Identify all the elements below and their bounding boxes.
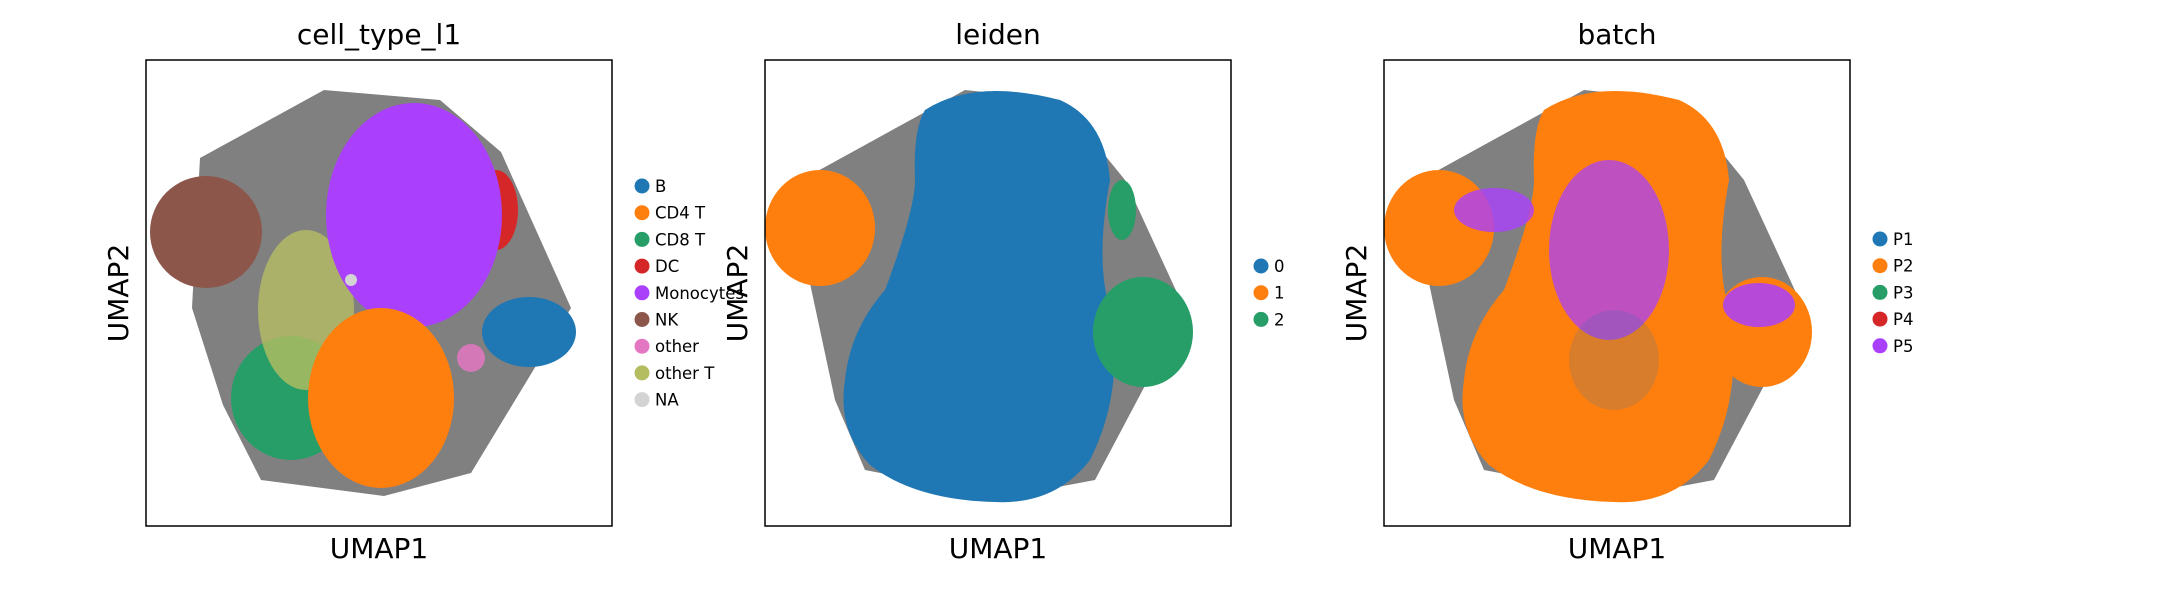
legend-marker [634, 365, 650, 381]
panel-3-xlabel: UMAP1 [1568, 532, 1667, 565]
legend-marker [634, 392, 650, 408]
legend-label: P3 [1893, 283, 1913, 302]
cluster-2-small [1108, 180, 1136, 240]
legend-marker [634, 258, 650, 274]
panel-1-legend: B CD4 T CD8 T DC Monocytes NK other other T NA [634, 177, 744, 410]
legend-marker [1253, 311, 1269, 327]
panel-1-plot-area [150, 90, 576, 496]
legend-label: other [655, 337, 699, 356]
legend-marker [1872, 284, 1888, 300]
legend-marker [1872, 338, 1888, 354]
panel-3-title: batch [1577, 18, 1656, 51]
legend-item: P2 [1872, 257, 1913, 276]
legend-item: P4 [1872, 310, 1913, 329]
legend-item: 0 [1253, 257, 1285, 276]
cluster-0 [843, 91, 1115, 503]
panel-1-ylabel: UMAP2 [102, 244, 135, 343]
panel-1-frame [145, 59, 613, 527]
legend-item: NA [634, 391, 679, 410]
legend-marker [1253, 258, 1269, 274]
legend-label: 0 [1274, 257, 1285, 276]
legend-marker [634, 338, 650, 354]
legend-marker [634, 205, 650, 221]
panel-2-legend: 0 1 2 [1253, 257, 1285, 329]
legend-label: CD8 T [655, 230, 706, 249]
legend-item: 2 [1253, 310, 1285, 329]
legend-item: other [634, 337, 699, 356]
legend-label: Monocytes [655, 284, 744, 303]
panel-3-frame [1383, 59, 1851, 527]
legend-item: CD4 T [634, 204, 706, 223]
panel-3-ylabel: UMAP2 [1340, 244, 1373, 343]
panel-leiden: leiden UMAP1 UMAP2 0 1 2 [721, 18, 1285, 565]
cluster-cd4-t [308, 308, 454, 488]
legend-marker [1872, 258, 1888, 274]
legend-label: CD4 T [655, 204, 706, 223]
legend-item: P5 [1872, 337, 1913, 356]
legend-marker [1253, 285, 1269, 301]
panel-2-plot-area [765, 90, 1193, 503]
legend-item: B [634, 177, 666, 196]
legend-label: DC [655, 257, 679, 276]
cluster-1 [765, 170, 875, 286]
legend-item: 1 [1253, 284, 1285, 303]
panel-1-title: cell_type_l1 [297, 18, 461, 51]
legend-label: other T [655, 364, 715, 383]
legend-item: P3 [1872, 283, 1913, 302]
panel-1-xlabel: UMAP1 [330, 532, 429, 565]
legend-label: 1 [1274, 284, 1285, 303]
panel-2-frame [764, 59, 1232, 527]
batch-p1-points [1569, 310, 1659, 410]
cluster-other [457, 344, 485, 372]
cluster-monocytes [326, 103, 502, 327]
batch-p5-points [1549, 160, 1669, 340]
panel-3-plot-area [1384, 90, 1812, 503]
legend-item: DC [634, 257, 679, 276]
cluster-nk [150, 176, 262, 288]
legend-marker [634, 231, 650, 247]
legend-item: NK [634, 311, 679, 330]
legend-label: P1 [1893, 230, 1913, 249]
legend-label: NK [655, 311, 679, 330]
legend-marker [634, 312, 650, 327]
legend-marker [634, 285, 650, 301]
legend-marker [634, 178, 650, 194]
legend-item: CD8 T [634, 230, 706, 249]
legend-item: other T [634, 364, 715, 383]
legend-label: NA [655, 391, 679, 410]
legend-marker [1872, 231, 1888, 247]
panel-cell-type: cell_type_l1 UMAP1 UMAP2 B CD4 T CD8 T DC Mo… [102, 18, 744, 565]
panel-batch: batch UMAP1 UMAP2 P1 P2 P3 P4 P5 [1340, 18, 1913, 565]
legend-marker [1872, 311, 1888, 327]
batch-p5-points [1454, 188, 1534, 232]
panel-2-xlabel: UMAP1 [949, 532, 1048, 565]
panel-2-ylabel: UMAP2 [721, 244, 754, 343]
panel-2-title: leiden [955, 18, 1041, 51]
panel-3-legend: P1 P2 P3 P4 P5 [1872, 230, 1913, 356]
legend-label: P5 [1893, 337, 1913, 356]
legend-item: P1 [1872, 230, 1913, 249]
legend-label: 2 [1274, 310, 1285, 329]
legend-label: B [655, 177, 666, 196]
legend-label: P2 [1893, 257, 1913, 276]
cluster-na [345, 274, 357, 286]
cluster-b [482, 297, 576, 367]
legend-label: P4 [1893, 310, 1913, 329]
batch-p5-points [1723, 283, 1795, 327]
cluster-2 [1093, 277, 1193, 387]
legend-item: Monocytes [634, 284, 744, 303]
